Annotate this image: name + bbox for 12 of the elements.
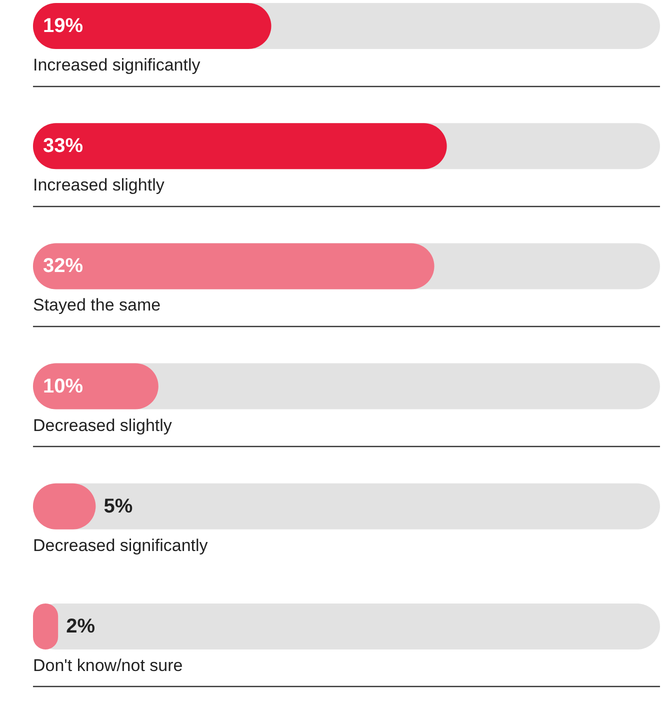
data-label: 33% [43,135,84,158]
data-label: 2% [66,615,96,638]
y-tick-label: Stayed the same [33,296,161,315]
data-label: 5% [104,495,133,518]
data-label: 10% [43,375,84,398]
y-tick-label: Decreased significantly [33,536,208,555]
y-tick-label: Increased slightly [33,176,165,195]
y-tick-label: Increased significantly [33,56,201,75]
data-label: 32% [43,255,84,278]
y-tick-label: Decreased slightly [33,416,172,435]
data-label: 19% [43,15,84,38]
y-tick-label: Don't know/not sure [33,656,183,675]
